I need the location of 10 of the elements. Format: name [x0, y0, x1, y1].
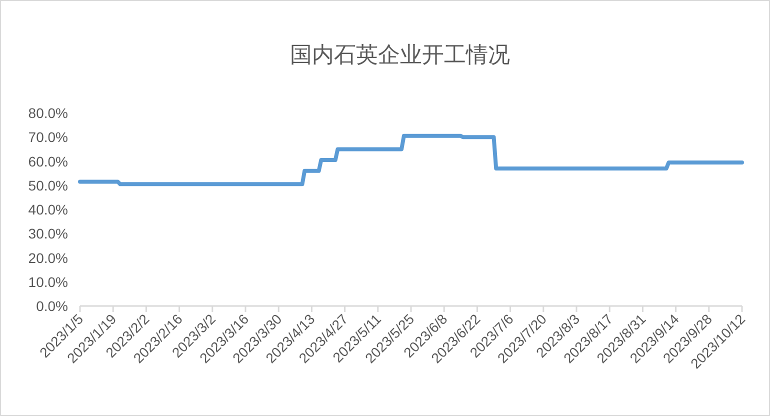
y-tick-label: 60.0%: [28, 153, 68, 170]
y-tick-label: 30.0%: [28, 226, 68, 242]
y-tick-label: 50.0%: [28, 177, 68, 194]
y-tick-label: 10.0%: [28, 274, 68, 290]
y-tick-label: 70.0%: [28, 129, 68, 146]
chart-title: 国内石英企业开工情况: [290, 42, 510, 67]
y-tick-label: 40.0%: [28, 202, 68, 218]
y-tick-label: 80.0%: [28, 105, 68, 121]
y-tick-label: 0.0%: [36, 298, 68, 314]
y-tick-label: 20.0%: [28, 250, 68, 266]
